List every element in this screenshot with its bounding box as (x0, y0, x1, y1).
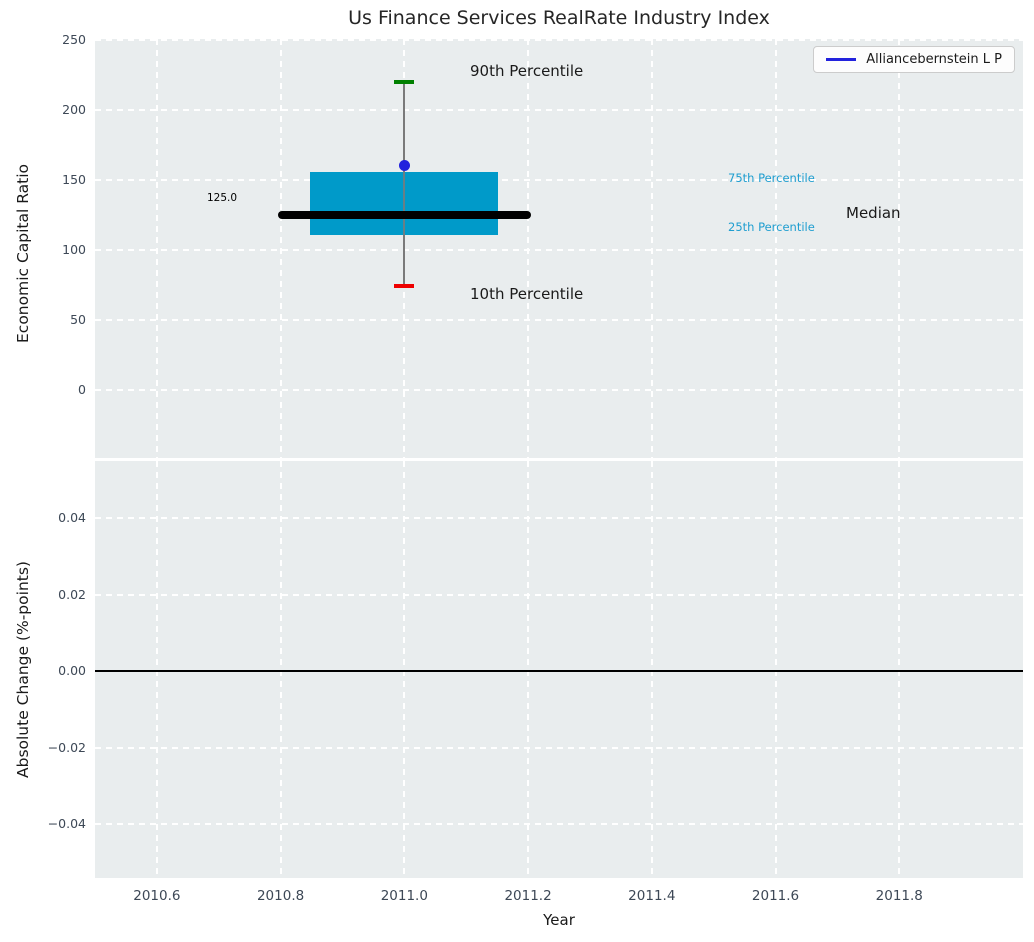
gridline-vertical (650, 461, 653, 878)
gridline-vertical (774, 39, 777, 458)
gridline-horizontal (95, 38, 1023, 41)
chart-title: Us Finance Services RealRate Industry In… (348, 7, 770, 29)
y-tick-label: 250 (62, 31, 86, 47)
gridline-vertical (279, 39, 282, 458)
gridline-vertical (898, 461, 901, 878)
gridline-vertical (650, 39, 653, 458)
gridline-horizontal (95, 248, 1023, 251)
p25-annotation: 25th Percentile (728, 220, 815, 234)
gridline-vertical (155, 39, 158, 458)
y-tick-label: 0.04 (58, 510, 86, 526)
x-tick-label: 2011.6 (751, 888, 800, 904)
gridline-horizontal (95, 593, 1023, 596)
top-plot-area: 90th Percentile 10th Percentile 125.0 75… (95, 38, 1023, 458)
y-tick-label: 100 (62, 241, 86, 257)
legend-line-sample (826, 58, 857, 61)
y-tick-label: 0 (78, 381, 86, 397)
p90-annotation: 90th Percentile (470, 62, 584, 80)
legend: Alliancebernstein L P (813, 46, 1015, 73)
y-tick-label: 0.00 (58, 663, 86, 679)
y-tick-label: 50 (70, 311, 86, 327)
legend-label: Alliancebernstein L P (866, 52, 1002, 67)
x-axis-label: Year (543, 911, 575, 929)
gridline-horizontal (95, 318, 1023, 321)
y-tick-label: 150 (62, 171, 86, 187)
gridline-vertical (279, 461, 282, 878)
gridline-horizontal (95, 108, 1023, 111)
gridline-horizontal (95, 823, 1023, 826)
gridline-vertical (527, 461, 530, 878)
company-marker (398, 160, 410, 172)
bottom-y-axis-label: Absolute Change (%-points) (14, 561, 32, 779)
whisker-line-overlay (403, 81, 406, 287)
zero-line (95, 670, 1023, 673)
p75-annotation: 75th Percentile (728, 171, 815, 185)
median-annotation: Median (846, 204, 901, 222)
gridline-horizontal (95, 178, 1023, 181)
gridline-horizontal (95, 746, 1023, 749)
y-tick-label: 0.02 (58, 586, 86, 602)
bottom-plot-area (95, 461, 1023, 878)
gridline-horizontal (95, 517, 1023, 520)
gridline-vertical (155, 461, 158, 878)
gridline-vertical (898, 39, 901, 458)
x-tick-label: 2011.4 (628, 888, 676, 904)
gridline-horizontal (95, 388, 1023, 391)
y-tick-label: −0.02 (47, 739, 86, 755)
x-tick-label: 2011.8 (875, 888, 923, 904)
p10-annotation: 10th Percentile (470, 285, 584, 303)
gridline-vertical (403, 461, 406, 878)
p10-cap (394, 284, 415, 289)
median-value-label: 125.0 (207, 192, 238, 204)
x-tick-label: 2010.6 (133, 888, 181, 904)
y-tick-label: 200 (62, 101, 86, 117)
gridline-vertical (527, 39, 530, 458)
y-tick-label: −0.04 (47, 816, 86, 832)
x-tick-label: 2011.2 (504, 888, 552, 904)
x-tick-label: 2010.8 (256, 888, 305, 904)
top-y-axis-label: Economic Capital Ratio (14, 163, 32, 343)
p90-cap (394, 79, 415, 84)
median-line (277, 210, 532, 219)
gridline-vertical (774, 461, 777, 878)
x-tick-label: 2011.0 (380, 888, 428, 904)
